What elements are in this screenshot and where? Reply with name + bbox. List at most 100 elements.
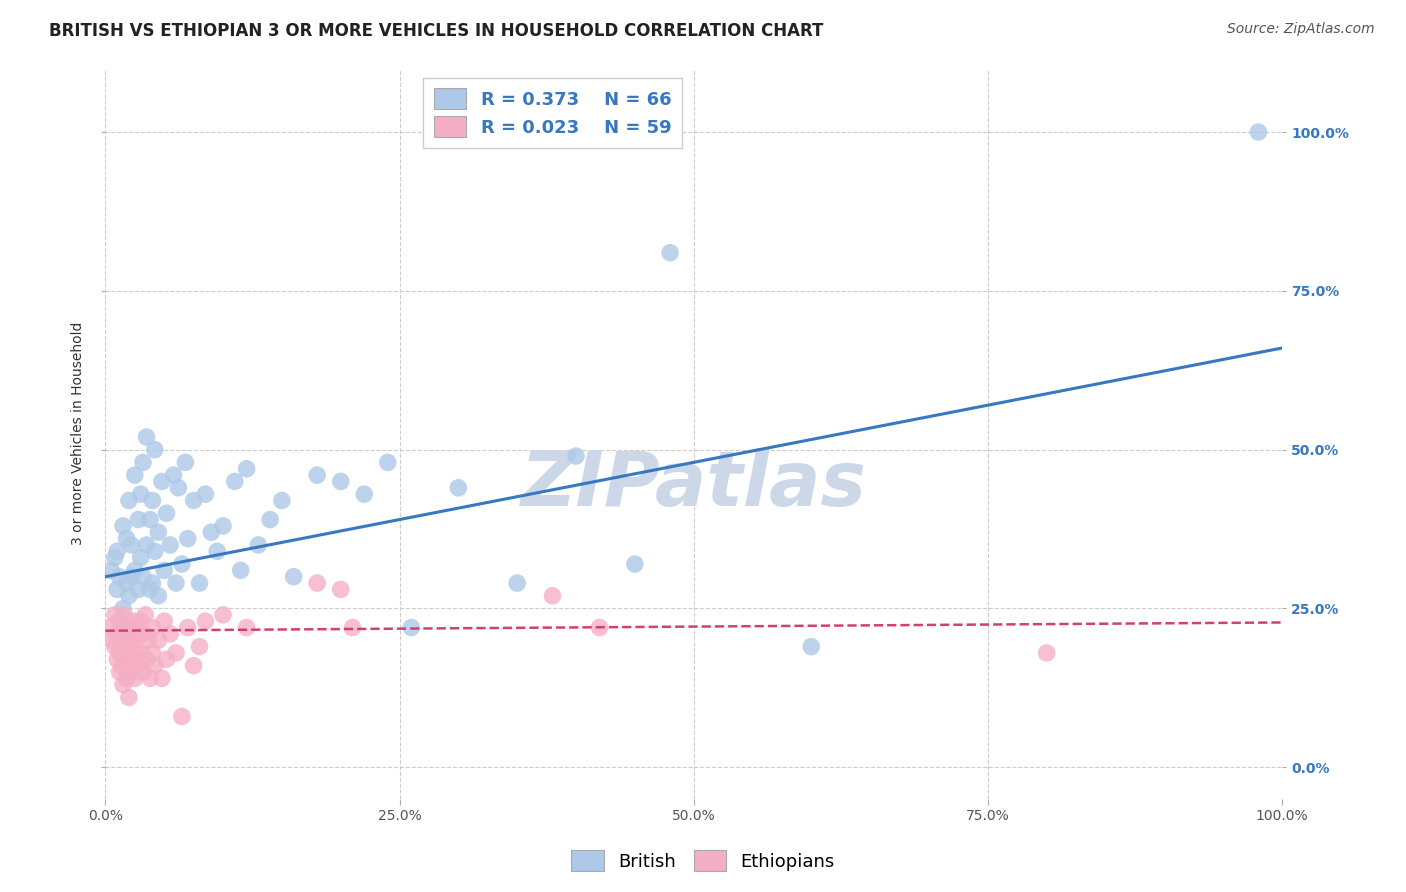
Point xyxy=(104,550,127,565)
Point xyxy=(132,570,155,584)
Point xyxy=(115,532,138,546)
Point xyxy=(127,621,149,635)
Point xyxy=(167,481,190,495)
Point xyxy=(353,487,375,501)
Text: ZIPatlas: ZIPatlas xyxy=(520,448,866,522)
Point xyxy=(129,646,152,660)
Point xyxy=(112,519,135,533)
Point xyxy=(127,512,149,526)
Point xyxy=(170,557,193,571)
Point xyxy=(565,449,588,463)
Point xyxy=(174,455,197,469)
Point xyxy=(101,633,124,648)
Point xyxy=(165,646,187,660)
Point xyxy=(177,621,200,635)
Point xyxy=(129,487,152,501)
Point xyxy=(401,621,423,635)
Point xyxy=(1247,125,1270,139)
Point xyxy=(506,576,529,591)
Point xyxy=(143,658,166,673)
Point xyxy=(148,525,170,540)
Point xyxy=(235,461,257,475)
Point xyxy=(120,633,142,648)
Point xyxy=(224,475,246,489)
Point xyxy=(188,640,211,654)
Point xyxy=(105,627,128,641)
Point xyxy=(183,493,205,508)
Point xyxy=(247,538,270,552)
Point xyxy=(104,640,127,654)
Point xyxy=(132,665,155,679)
Point xyxy=(1035,646,1057,660)
Point xyxy=(112,607,135,622)
Text: Source: ZipAtlas.com: Source: ZipAtlas.com xyxy=(1227,22,1375,37)
Point xyxy=(235,621,257,635)
Point xyxy=(194,487,217,501)
Point xyxy=(162,468,184,483)
Point xyxy=(194,614,217,628)
Point xyxy=(329,582,352,597)
Point xyxy=(159,538,181,552)
Point xyxy=(108,665,131,679)
Point xyxy=(111,658,134,673)
Point xyxy=(108,614,131,628)
Point xyxy=(541,589,564,603)
Point xyxy=(108,646,131,660)
Point xyxy=(141,621,163,635)
Point xyxy=(125,646,148,660)
Point xyxy=(229,563,252,577)
Point xyxy=(188,576,211,591)
Point xyxy=(129,614,152,628)
Point xyxy=(120,665,142,679)
Point xyxy=(115,627,138,641)
Point xyxy=(139,582,162,597)
Point xyxy=(105,544,128,558)
Point xyxy=(150,475,173,489)
Point xyxy=(122,614,145,628)
Point xyxy=(112,633,135,648)
Point xyxy=(170,709,193,723)
Point xyxy=(135,430,157,444)
Point xyxy=(155,652,177,666)
Point xyxy=(205,544,228,558)
Point xyxy=(143,544,166,558)
Point xyxy=(139,671,162,685)
Point xyxy=(104,607,127,622)
Point xyxy=(165,576,187,591)
Point xyxy=(111,621,134,635)
Point xyxy=(100,563,122,577)
Y-axis label: 3 or more Vehicles in Household: 3 or more Vehicles in Household xyxy=(72,322,86,546)
Point xyxy=(129,550,152,565)
Point xyxy=(118,690,141,705)
Point xyxy=(135,652,157,666)
Legend: R = 0.373    N = 66, R = 0.023    N = 59: R = 0.373 N = 66, R = 0.023 N = 59 xyxy=(423,78,682,148)
Point xyxy=(134,607,156,622)
Point xyxy=(124,563,146,577)
Point xyxy=(307,576,329,591)
Point xyxy=(377,455,399,469)
Point xyxy=(183,658,205,673)
Point xyxy=(153,563,176,577)
Point xyxy=(136,633,159,648)
Point xyxy=(118,589,141,603)
Point xyxy=(112,601,135,615)
Point xyxy=(155,506,177,520)
Point xyxy=(124,671,146,685)
Point xyxy=(148,589,170,603)
Point xyxy=(105,582,128,597)
Point xyxy=(659,245,682,260)
Point xyxy=(141,493,163,508)
Point xyxy=(127,582,149,597)
Point xyxy=(124,468,146,483)
Point xyxy=(127,658,149,673)
Point xyxy=(112,652,135,666)
Point xyxy=(800,640,823,654)
Point xyxy=(98,621,121,635)
Point xyxy=(200,525,222,540)
Point xyxy=(118,493,141,508)
Point xyxy=(141,576,163,591)
Point xyxy=(132,455,155,469)
Point xyxy=(135,538,157,552)
Point xyxy=(283,570,305,584)
Point xyxy=(342,621,364,635)
